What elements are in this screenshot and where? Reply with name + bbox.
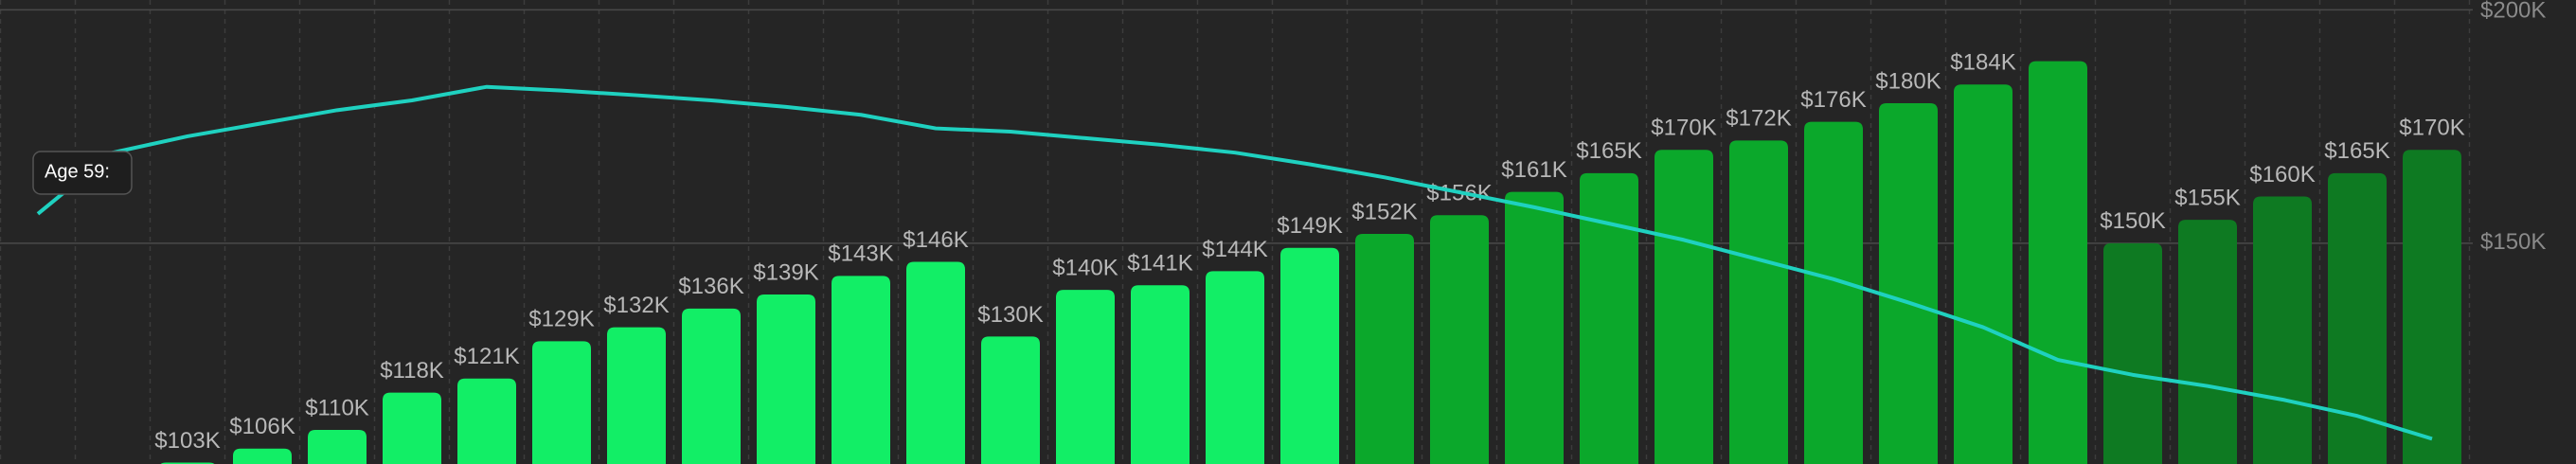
bar xyxy=(233,448,292,464)
value-label: $176K xyxy=(1800,87,1866,113)
bar xyxy=(906,261,965,464)
value-label: $146K xyxy=(903,227,968,253)
value-label: $170K xyxy=(1651,116,1716,141)
bar xyxy=(1280,247,1339,464)
value-label: $161K xyxy=(1501,157,1566,183)
bar xyxy=(1804,121,1863,464)
bar xyxy=(1206,271,1264,464)
value-label: $172K xyxy=(1726,106,1791,132)
value-label: $118K xyxy=(380,358,444,384)
bar xyxy=(1580,172,1638,464)
value-label: $130K xyxy=(977,302,1043,328)
bar xyxy=(757,294,815,464)
bar xyxy=(383,392,441,464)
bar xyxy=(2328,172,2387,464)
tooltip-box xyxy=(32,151,133,195)
value-label: $139K xyxy=(753,259,818,285)
value-label: $165K xyxy=(1576,138,1641,164)
value-label: $106K xyxy=(229,414,295,439)
tooltip-text: Age 59: xyxy=(45,161,110,182)
bar xyxy=(2178,220,2237,464)
value-label: $180K xyxy=(1875,68,1941,94)
value-label: $155K xyxy=(2174,186,2240,211)
y-tick-label: $200K xyxy=(2480,0,2546,23)
line xyxy=(36,84,2433,441)
bar xyxy=(1655,150,1713,464)
bar xyxy=(1056,290,1115,464)
value-label: $110K xyxy=(305,395,369,420)
bar xyxy=(2403,150,2461,464)
bar xyxy=(607,327,666,464)
value-label: $136K xyxy=(678,274,743,299)
tooltip: Age 59: xyxy=(32,151,133,195)
bar xyxy=(457,378,516,464)
value-label: $103K xyxy=(154,428,220,454)
value-label: $144K xyxy=(1202,237,1267,262)
bar xyxy=(1879,102,1938,464)
value-label: $121K xyxy=(454,344,519,369)
plot: $103K $106K $110K $118K $121K $129K $132K $136K… xyxy=(36,50,2465,464)
bar xyxy=(1131,285,1190,464)
y-tick-label: $150K xyxy=(2480,229,2546,255)
bar xyxy=(981,336,1040,464)
value-label: $129K xyxy=(528,307,594,332)
bar xyxy=(2253,196,2312,464)
value-label: $143K xyxy=(828,241,893,267)
value-label: $140K xyxy=(1052,255,1118,280)
value-label: $132K xyxy=(603,293,669,318)
bar xyxy=(2103,242,2162,464)
value-label: $141K xyxy=(1127,251,1192,277)
bar xyxy=(1355,233,1414,464)
value-label: $152K xyxy=(1351,199,1417,224)
value-label: $149K xyxy=(1277,213,1342,239)
bar xyxy=(832,276,890,464)
bar xyxy=(1430,215,1489,464)
bar xyxy=(2029,61,2087,464)
bar xyxy=(308,430,367,464)
bar xyxy=(1729,140,1788,464)
value-label: $165K xyxy=(2324,138,2389,164)
bar xyxy=(1505,191,1564,464)
bar xyxy=(1954,84,2012,464)
bar xyxy=(532,341,591,464)
value-label: $160K xyxy=(2249,162,2315,187)
value-label: $170K xyxy=(2399,116,2464,141)
bar xyxy=(682,308,741,464)
value-label: $184K xyxy=(1950,50,2015,76)
value-label: $150K xyxy=(2100,208,2165,234)
